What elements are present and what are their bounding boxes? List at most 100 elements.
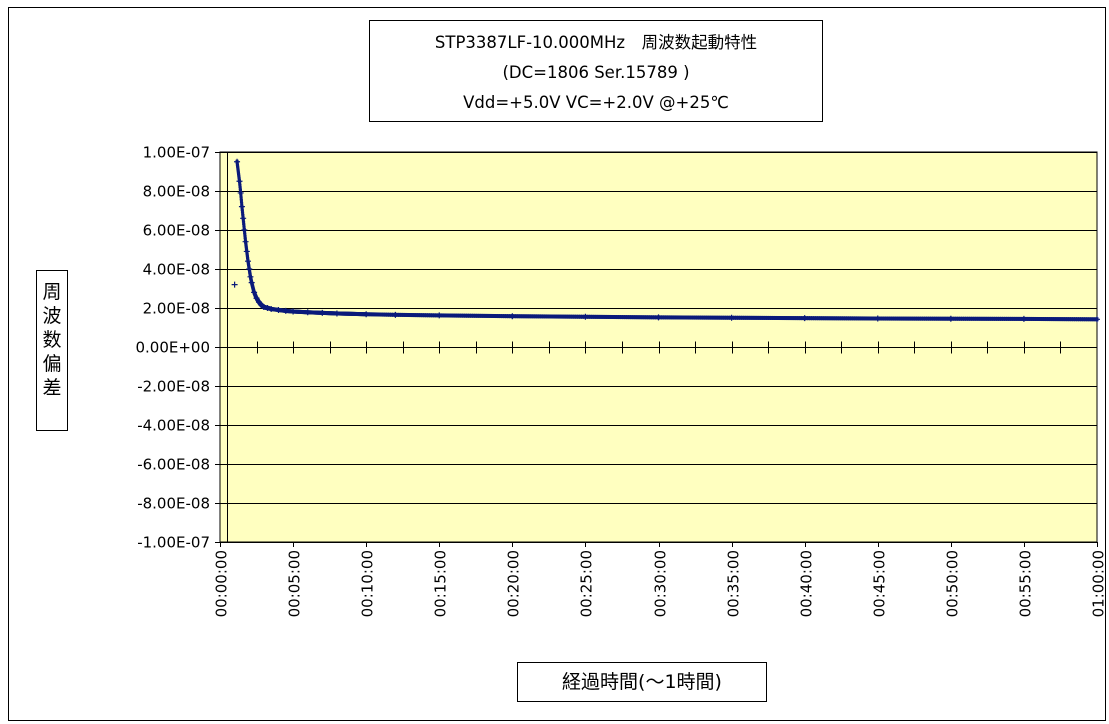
data-point <box>912 316 916 321</box>
data-point <box>709 315 713 320</box>
data-point <box>606 314 610 319</box>
title-line-2: (DC=1806 Ser.15789 ) <box>502 63 690 82</box>
data-point <box>799 316 803 321</box>
data-point <box>994 316 998 321</box>
data-point <box>543 314 547 319</box>
data-point <box>239 196 243 201</box>
data-point <box>573 314 577 319</box>
data-point <box>1079 317 1083 322</box>
data-point <box>489 313 493 318</box>
data-point <box>785 316 789 321</box>
data-point <box>243 232 247 237</box>
data-point <box>682 315 686 320</box>
data-point <box>633 315 637 320</box>
data-point <box>830 316 834 321</box>
data-point <box>649 315 653 320</box>
data-point <box>1060 317 1064 322</box>
data-point <box>881 316 885 321</box>
data-point <box>1027 316 1031 321</box>
data-point <box>734 315 738 320</box>
data-point <box>1033 316 1037 321</box>
data-point-marker <box>231 281 238 288</box>
data-point <box>425 313 429 318</box>
data-point <box>1040 317 1044 322</box>
data-point <box>417 313 421 318</box>
data-point <box>986 316 990 321</box>
data-point <box>736 315 740 320</box>
data-point <box>966 316 970 321</box>
data-point <box>405 312 409 317</box>
data-point <box>970 316 974 321</box>
data-point <box>1029 316 1033 321</box>
data-point-marker <box>247 273 254 280</box>
data-point <box>904 316 908 321</box>
data-point-marker <box>238 203 245 210</box>
data-point <box>816 316 820 321</box>
data-point <box>740 315 744 320</box>
data-point <box>701 315 705 320</box>
data-point <box>664 315 668 320</box>
data-point-marker <box>728 314 735 321</box>
data-point <box>592 314 596 319</box>
data-point <box>1077 317 1081 322</box>
data-point <box>1062 317 1066 322</box>
data-point <box>238 186 242 191</box>
data-point <box>1046 317 1050 322</box>
data-point <box>542 314 546 319</box>
data-point-marker <box>319 309 326 316</box>
y-tick-label: -2.00E-08 <box>137 378 210 396</box>
data-point <box>475 313 479 318</box>
data-point <box>522 314 526 319</box>
data-point <box>378 312 382 317</box>
data-point <box>982 316 986 321</box>
data-point <box>506 314 510 319</box>
data-point <box>719 315 723 320</box>
data-point <box>549 314 553 319</box>
x-tick-label: 00:15:00 <box>432 550 450 617</box>
data-point <box>374 312 378 317</box>
data-point <box>883 316 887 321</box>
data-point <box>705 315 709 320</box>
data-point <box>762 315 766 320</box>
data-point-marker <box>243 248 250 255</box>
data-point <box>464 313 468 318</box>
y-axis-label: 周波数偏差 <box>36 270 68 431</box>
data-point <box>814 316 818 321</box>
data-point <box>241 211 245 216</box>
data-point-marker <box>655 314 662 321</box>
data-point <box>1076 317 1080 322</box>
data-point <box>923 316 927 321</box>
data-point <box>914 316 918 321</box>
data-point <box>964 316 968 321</box>
data-point <box>695 315 699 320</box>
data-point <box>937 316 941 321</box>
data-point <box>635 315 639 320</box>
data-point <box>933 316 937 321</box>
data-point <box>855 316 859 321</box>
data-point-marker <box>436 312 443 319</box>
data-point <box>871 316 875 321</box>
data-point <box>672 315 676 320</box>
data-point <box>415 313 419 318</box>
data-point <box>450 313 454 318</box>
x-tick-label: 00:00:00 <box>213 550 231 617</box>
data-point <box>477 313 481 318</box>
data-point <box>602 314 606 319</box>
data-point <box>588 314 592 319</box>
data-point <box>939 316 943 321</box>
data-point <box>1085 317 1089 322</box>
data-point <box>791 316 795 321</box>
data-point <box>1003 316 1007 321</box>
data-point <box>1005 316 1009 321</box>
data-point <box>538 314 542 319</box>
data-point <box>1007 316 1011 321</box>
data-point <box>900 316 904 321</box>
data-point <box>1000 316 1004 321</box>
data-point <box>935 316 939 321</box>
data-point <box>978 316 982 321</box>
data-point-marker <box>582 313 589 320</box>
data-point <box>551 314 555 319</box>
data-point <box>376 312 380 317</box>
data-point <box>545 314 549 319</box>
